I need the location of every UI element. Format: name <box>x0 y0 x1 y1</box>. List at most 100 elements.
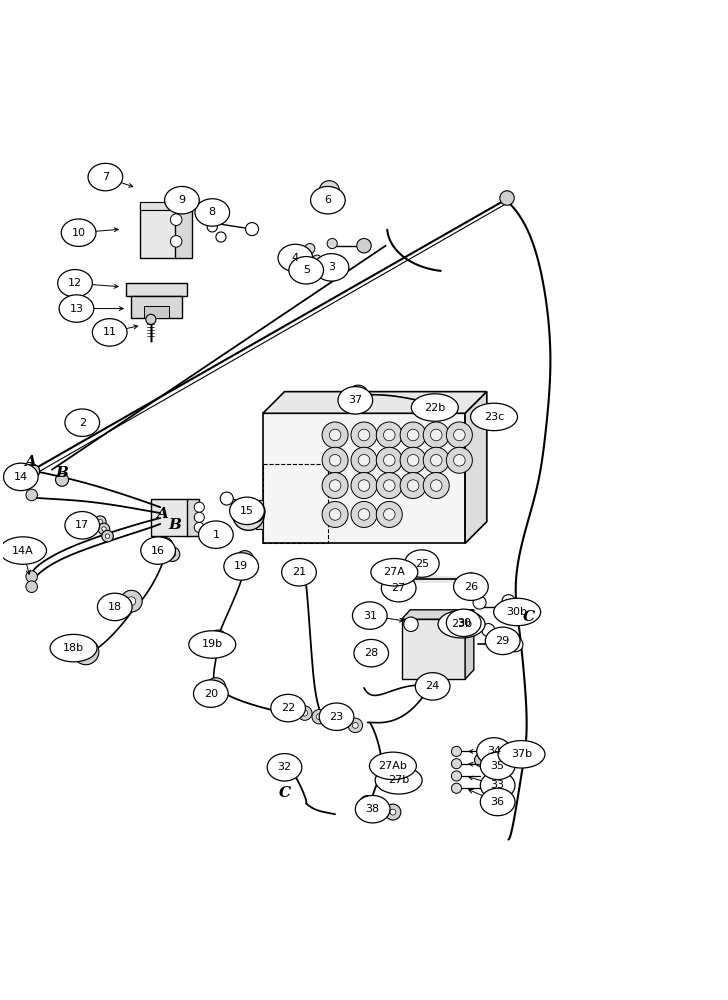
Circle shape <box>206 678 226 698</box>
Circle shape <box>423 473 449 499</box>
Circle shape <box>146 314 156 324</box>
Circle shape <box>312 255 322 265</box>
Circle shape <box>329 454 341 466</box>
Ellipse shape <box>0 537 47 564</box>
Text: 18: 18 <box>108 602 122 612</box>
Ellipse shape <box>454 573 488 600</box>
Circle shape <box>319 181 339 201</box>
Circle shape <box>333 715 348 730</box>
Circle shape <box>243 501 265 522</box>
Ellipse shape <box>438 611 485 638</box>
Circle shape <box>404 617 418 631</box>
Polygon shape <box>465 610 474 679</box>
Polygon shape <box>256 500 263 529</box>
Ellipse shape <box>199 521 233 548</box>
Text: 27A: 27A <box>384 567 405 577</box>
Circle shape <box>454 454 465 466</box>
Circle shape <box>376 501 403 527</box>
Circle shape <box>322 447 348 473</box>
Circle shape <box>26 581 37 592</box>
Circle shape <box>329 429 341 441</box>
Circle shape <box>475 754 488 767</box>
Circle shape <box>232 499 264 530</box>
Circle shape <box>212 684 221 692</box>
Circle shape <box>400 447 426 473</box>
Ellipse shape <box>369 752 416 780</box>
Circle shape <box>245 223 258 236</box>
Text: 11: 11 <box>103 327 116 337</box>
Ellipse shape <box>278 244 313 272</box>
Ellipse shape <box>354 639 389 667</box>
Text: 38: 38 <box>365 804 380 814</box>
Circle shape <box>121 590 142 612</box>
Ellipse shape <box>88 163 123 191</box>
Circle shape <box>376 447 403 473</box>
Circle shape <box>26 489 37 501</box>
Ellipse shape <box>223 553 258 580</box>
Text: C: C <box>523 610 535 624</box>
Circle shape <box>207 222 218 232</box>
Text: 21: 21 <box>292 567 306 577</box>
Ellipse shape <box>470 403 518 431</box>
Circle shape <box>432 401 440 408</box>
Ellipse shape <box>498 741 545 768</box>
Circle shape <box>408 454 419 466</box>
Circle shape <box>372 800 388 816</box>
Circle shape <box>351 501 377 527</box>
Circle shape <box>387 775 399 786</box>
Circle shape <box>55 473 68 486</box>
Text: 37: 37 <box>348 395 363 405</box>
Ellipse shape <box>477 738 511 765</box>
Ellipse shape <box>194 680 228 707</box>
Circle shape <box>322 422 348 448</box>
Circle shape <box>73 639 99 665</box>
Text: 25: 25 <box>415 559 429 569</box>
Polygon shape <box>263 413 465 543</box>
Circle shape <box>210 630 226 647</box>
Polygon shape <box>175 204 192 258</box>
Text: 24: 24 <box>425 681 440 691</box>
Text: 18b: 18b <box>63 643 84 653</box>
Text: 30: 30 <box>456 618 471 628</box>
Ellipse shape <box>494 598 541 626</box>
Text: 20: 20 <box>204 689 218 699</box>
Circle shape <box>494 634 506 647</box>
Text: 12: 12 <box>68 278 82 288</box>
Circle shape <box>400 473 426 499</box>
Ellipse shape <box>411 394 459 421</box>
Circle shape <box>393 765 405 777</box>
Ellipse shape <box>165 186 199 214</box>
Text: 34: 34 <box>487 746 501 756</box>
Text: 33: 33 <box>491 780 505 790</box>
Circle shape <box>351 473 377 499</box>
Text: 7: 7 <box>102 172 109 182</box>
Circle shape <box>327 238 337 249</box>
Text: 15: 15 <box>240 506 254 516</box>
Circle shape <box>360 795 376 811</box>
Circle shape <box>454 429 465 441</box>
Circle shape <box>329 480 341 491</box>
Circle shape <box>427 396 445 413</box>
Text: 31: 31 <box>363 611 377 621</box>
Circle shape <box>348 385 368 405</box>
Circle shape <box>376 422 403 448</box>
Circle shape <box>384 509 395 520</box>
Circle shape <box>385 804 401 820</box>
Circle shape <box>508 637 523 652</box>
Circle shape <box>502 595 515 608</box>
Text: 30b: 30b <box>507 607 528 617</box>
Circle shape <box>338 720 344 725</box>
Circle shape <box>358 509 370 520</box>
Circle shape <box>302 710 308 716</box>
Circle shape <box>490 416 502 428</box>
Text: 27Ab: 27Ab <box>379 761 408 771</box>
Ellipse shape <box>65 409 100 436</box>
Text: 6: 6 <box>325 195 331 205</box>
Circle shape <box>329 509 341 520</box>
Ellipse shape <box>141 537 175 564</box>
Circle shape <box>384 429 395 441</box>
Circle shape <box>423 447 449 473</box>
Circle shape <box>376 473 403 499</box>
Circle shape <box>390 809 396 815</box>
Ellipse shape <box>61 219 96 246</box>
